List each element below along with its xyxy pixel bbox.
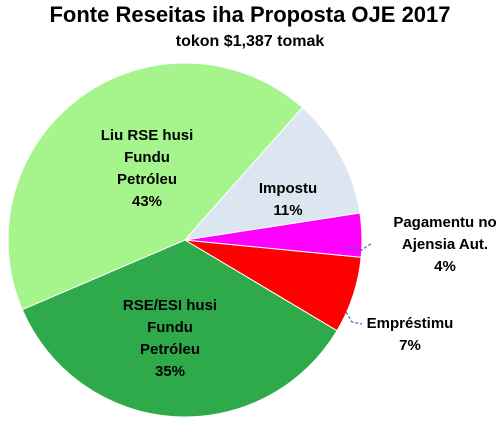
slice-label: Liu RSE husi Fundu Petróleu bbox=[100, 127, 194, 188]
leader-line bbox=[344, 246, 359, 251]
leader-line bbox=[359, 242, 373, 252]
slice-label: Empréstimu bbox=[366, 315, 454, 332]
slice-label: Impostu bbox=[258, 180, 318, 197]
value-label: 43% bbox=[131, 193, 163, 210]
slice-label: Pagamentu no Ajensia Aut. bbox=[393, 214, 497, 253]
chart-title: Fonte Reseitas iha Proposta OJE 2017 bbox=[49, 2, 451, 27]
value-label: 7% bbox=[399, 337, 421, 354]
pie-slice bbox=[7, 62, 304, 311]
value-label: 11% bbox=[273, 202, 303, 219]
pie-slice bbox=[183, 106, 361, 241]
leader-line bbox=[345, 311, 363, 325]
value-label: 35% bbox=[154, 363, 186, 380]
slice-label: RSE/ESI husi Fundu Petróleu bbox=[122, 297, 218, 358]
value-label: 4% bbox=[434, 258, 456, 275]
chart-subtitle: tokon $1,387 tomak bbox=[175, 33, 325, 50]
